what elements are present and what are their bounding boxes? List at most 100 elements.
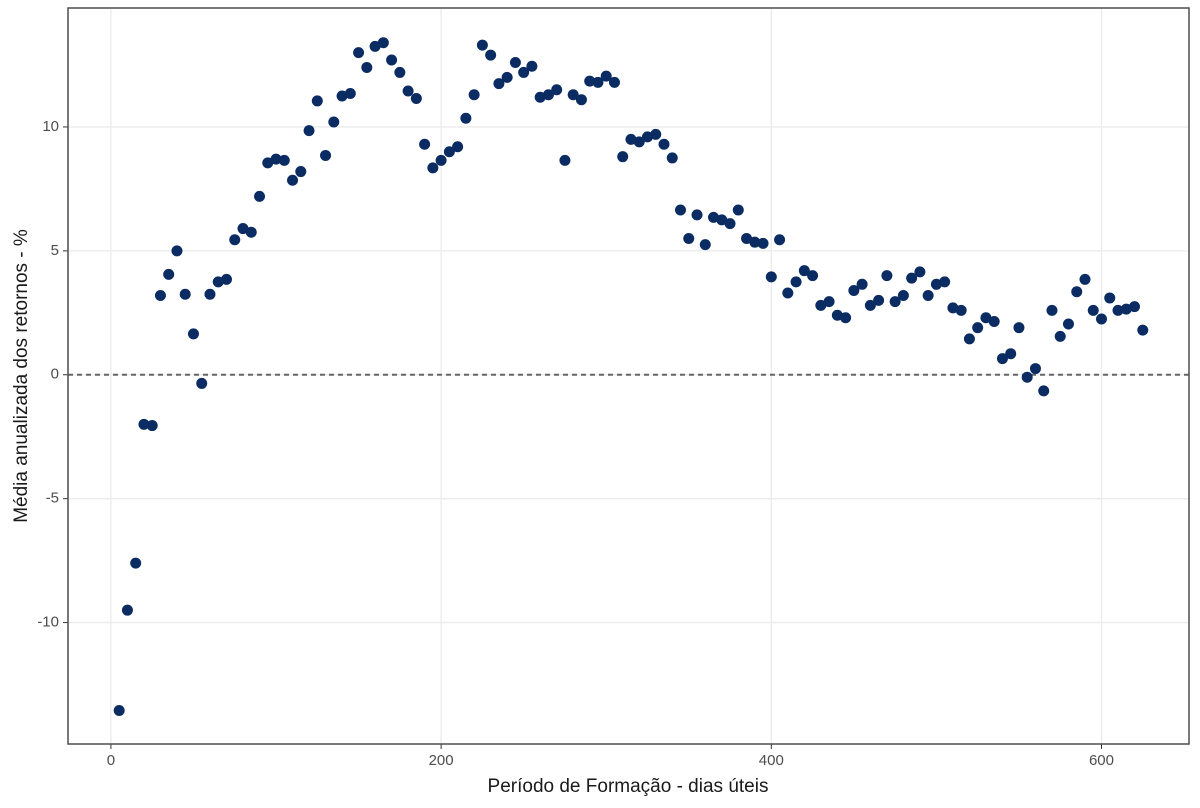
point [229,234,241,246]
point [534,91,546,103]
point [1021,371,1033,383]
point [699,239,711,251]
point [848,285,860,297]
point [930,278,942,290]
point [1137,324,1149,336]
point [303,125,315,137]
point [889,296,901,308]
point [551,84,563,96]
point [741,232,753,244]
point [270,153,282,165]
point [939,276,951,288]
point [452,141,464,153]
x-tick-label: 0 [107,752,115,769]
point [1054,330,1066,342]
y-axis-title: Média anualizada dos retornos - % [11,229,32,523]
point [559,154,571,166]
x-tick-label: 200 [429,752,454,769]
point [972,322,984,334]
point [320,149,332,161]
point [815,299,827,311]
point [914,266,926,278]
point [336,90,348,102]
point [1013,322,1025,334]
point [518,66,530,78]
point [757,237,769,249]
point [963,333,975,345]
point [856,278,868,290]
point [617,151,629,163]
point [212,276,224,288]
point [724,218,736,230]
point [906,272,918,284]
plot-border [67,7,1190,745]
point [658,138,670,150]
point [749,236,761,248]
point [163,268,175,280]
point [774,234,786,246]
point [311,95,323,107]
point [807,270,819,282]
point [831,309,843,321]
point [113,705,125,717]
point [1062,318,1074,330]
point [996,353,1008,365]
y-tick-label: 5 [51,242,59,259]
point [130,557,142,569]
point [485,49,497,61]
point [295,166,307,178]
point [204,288,216,300]
point [476,39,488,51]
point [1112,304,1124,316]
point [237,223,249,235]
point [1029,363,1041,375]
point [278,154,290,166]
point [980,312,992,324]
point [1129,301,1141,313]
point [840,312,852,324]
point [1087,304,1099,316]
point [1079,273,1091,285]
point [922,289,934,301]
point [897,289,909,301]
point [1095,313,1107,325]
point [1005,348,1017,360]
point [121,604,133,616]
point [708,211,720,223]
point [509,57,521,69]
point [138,418,150,430]
point [146,420,158,432]
point [782,287,794,299]
point [427,162,439,174]
point [1046,304,1058,316]
point [575,94,587,106]
point [732,204,744,216]
point [377,37,389,49]
point [179,288,191,300]
x-axis-title: Período de Formação - dias úteis [488,776,769,797]
point [526,60,538,72]
y-tick-label: 10 [42,118,59,135]
point [369,40,381,52]
point [1038,385,1050,397]
point [402,85,414,97]
point [542,89,554,101]
point [386,54,398,66]
point [328,116,340,128]
point [394,66,406,78]
point [666,152,678,164]
point [361,61,373,73]
point [683,232,695,244]
point [287,174,299,186]
point [881,270,893,282]
point [600,70,612,82]
point [435,154,447,166]
point [493,78,505,90]
point [443,146,455,158]
point [691,209,703,221]
point [187,328,199,340]
point [262,157,274,169]
point [254,190,266,202]
